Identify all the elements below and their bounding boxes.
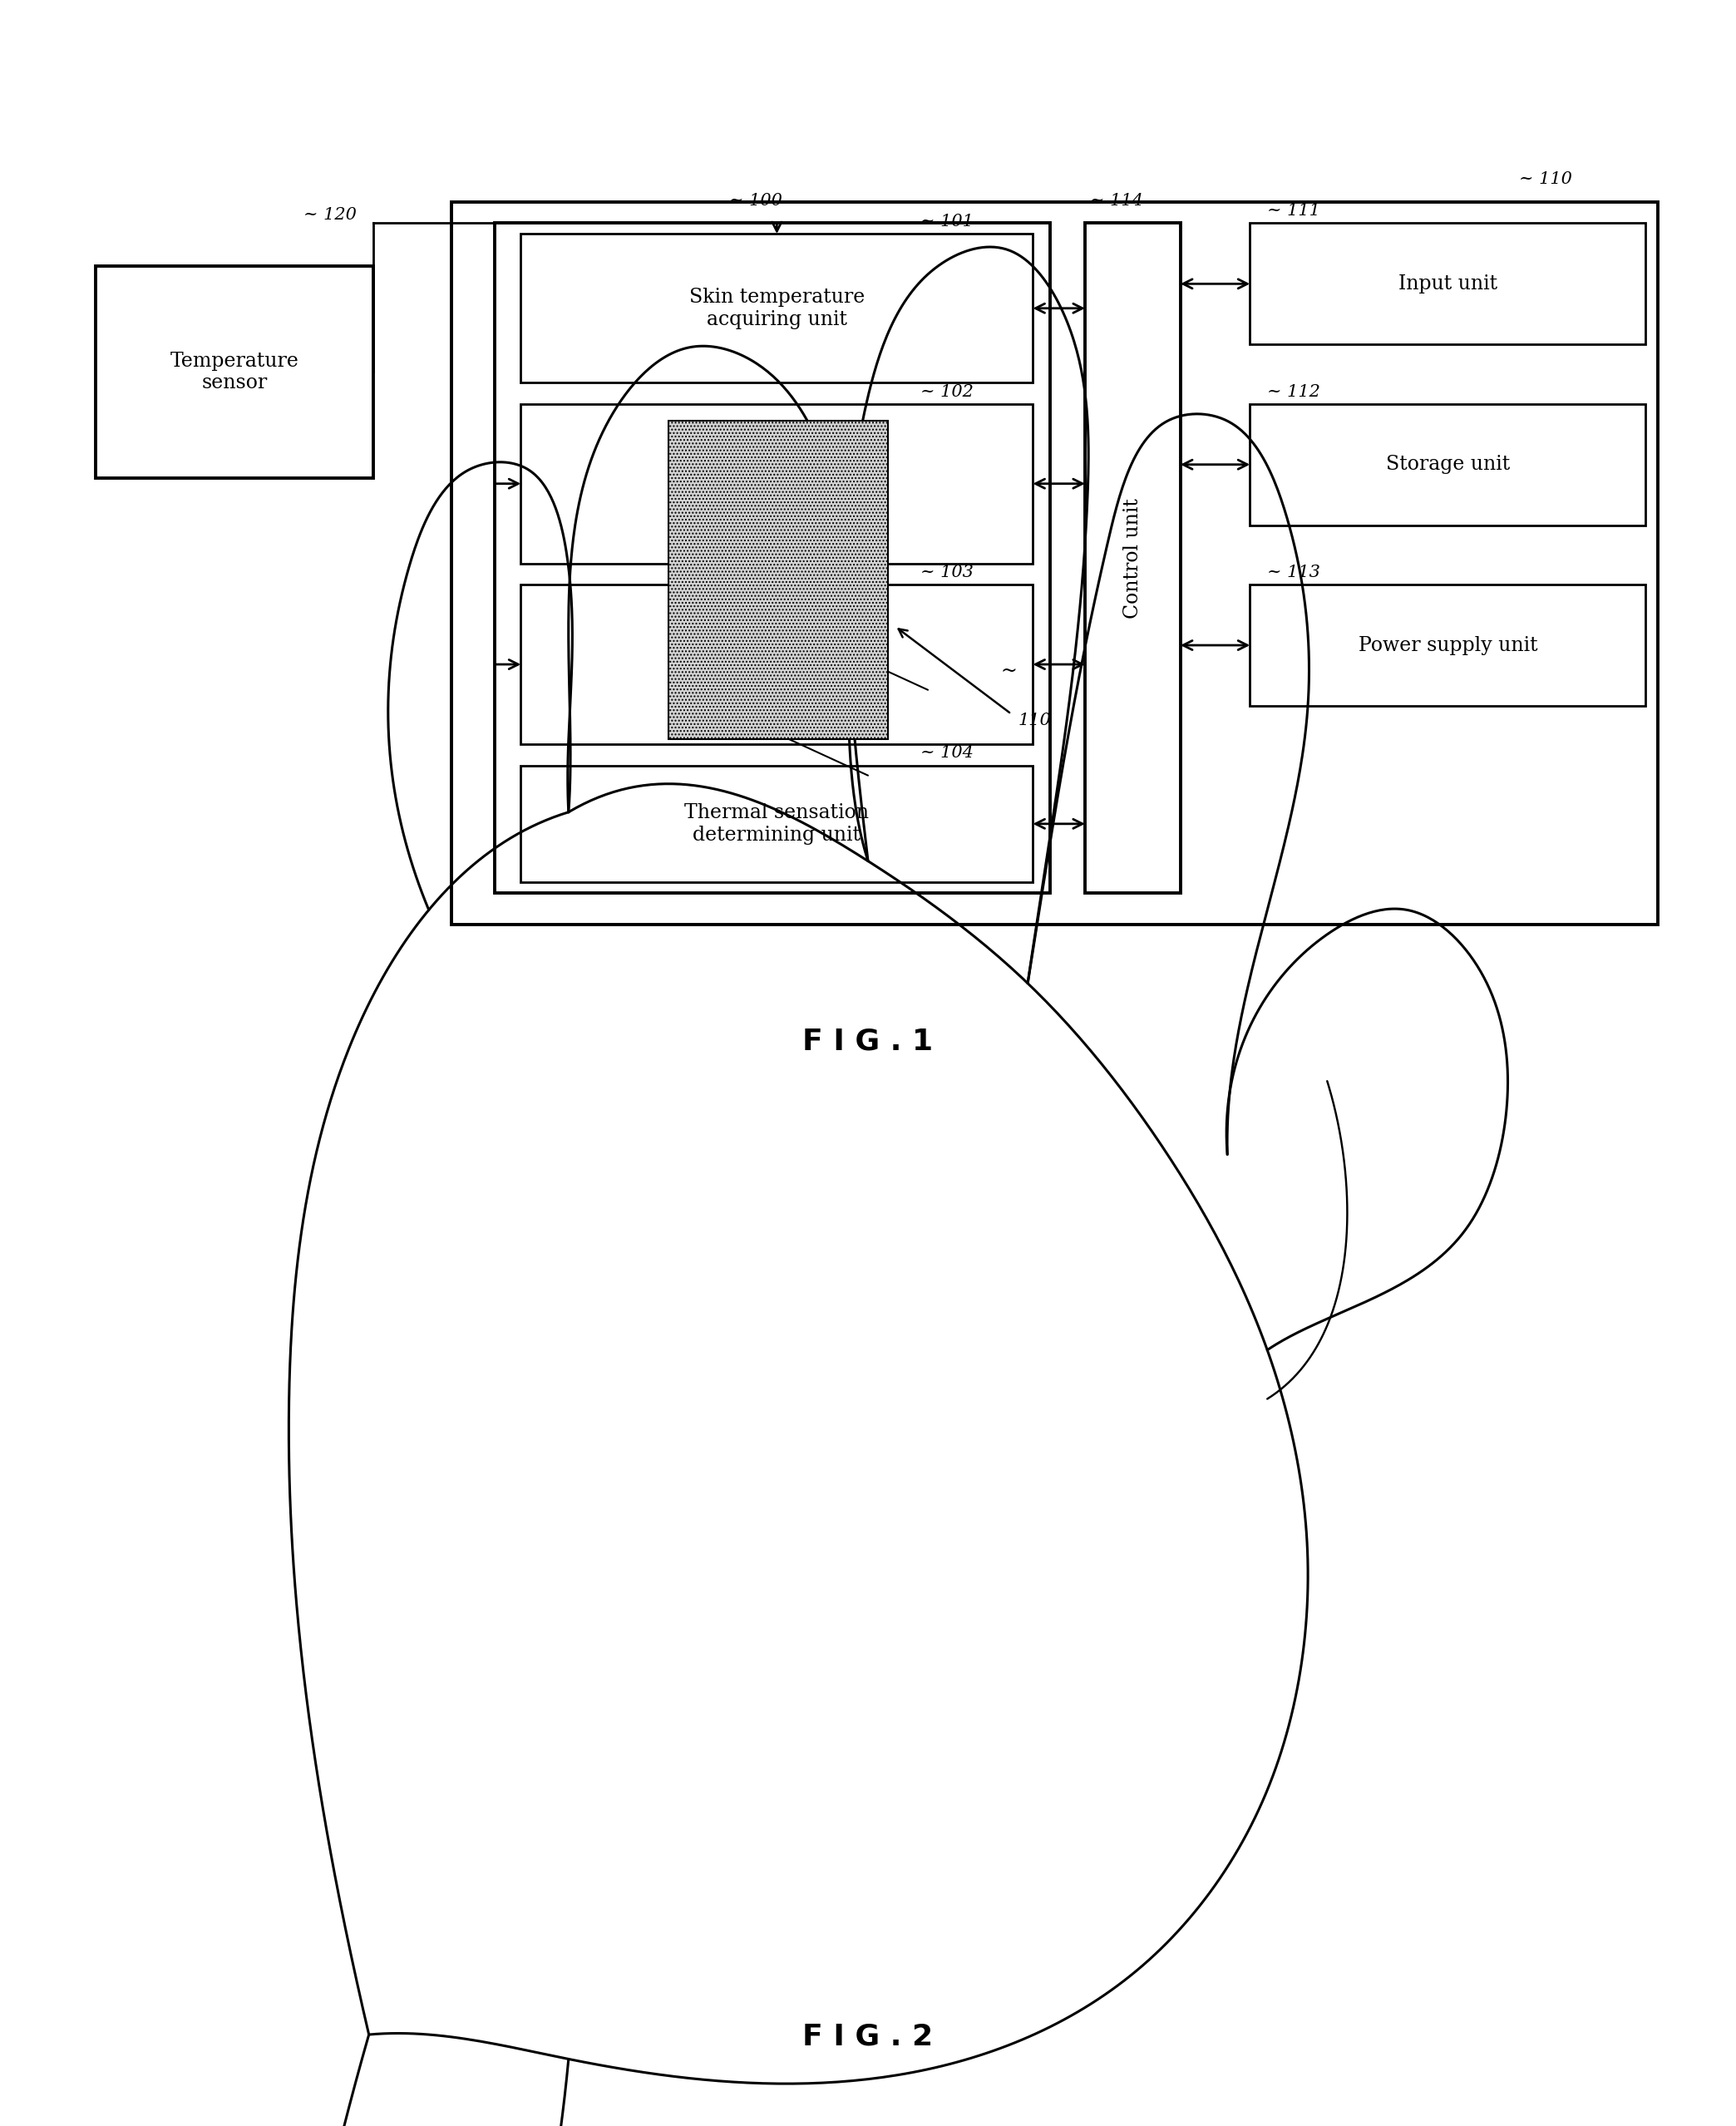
Text: Thermal sensation
determining unit: Thermal sensation determining unit: [684, 804, 870, 844]
Bar: [1250, 223, 1646, 344]
Text: ~: ~: [1000, 661, 1017, 680]
Bar: [495, 223, 1050, 893]
Text: Skin temperature
acquiring unit: Skin temperature acquiring unit: [689, 287, 865, 330]
Text: ~ 110: ~ 110: [1519, 172, 1573, 187]
Text: 110: 110: [1019, 712, 1052, 729]
Bar: [1250, 404, 1646, 525]
Text: ~ 104: ~ 104: [920, 746, 974, 761]
Bar: [668, 421, 889, 740]
Bar: [1085, 223, 1180, 893]
Text: ~ 114: ~ 114: [1090, 193, 1144, 208]
Bar: [1250, 585, 1646, 706]
Text: Input unit: Input unit: [1397, 274, 1498, 293]
Text: Power supply unit: Power supply unit: [1358, 636, 1538, 655]
Text: ~ 111: ~ 111: [1267, 204, 1321, 219]
Text: ~ 101: ~ 101: [920, 215, 974, 230]
Text: F I G . 2: F I G . 2: [802, 2022, 934, 2052]
Text: Gradient
detecting unit: Gradient detecting unit: [707, 644, 847, 685]
Bar: [521, 404, 1033, 563]
Bar: [521, 234, 1033, 383]
Bar: [95, 266, 373, 478]
Text: ~ 103: ~ 103: [920, 566, 974, 580]
Bar: [521, 585, 1033, 744]
Text: Storage unit: Storage unit: [1385, 455, 1510, 474]
Text: Control unit: Control unit: [1123, 497, 1142, 619]
Text: ~ 100: ~ 100: [729, 193, 783, 208]
Text: ~ 102: ~ 102: [920, 385, 974, 400]
Bar: [451, 202, 1658, 925]
Text: ~ 113: ~ 113: [1267, 566, 1321, 580]
Text: Variation state
determining unit: Variation state determining unit: [693, 463, 861, 504]
Text: Temperature
sensor: Temperature sensor: [170, 351, 299, 393]
Text: ~ 120: ~ 120: [304, 208, 358, 223]
Text: F I G . 1: F I G . 1: [802, 1027, 934, 1057]
Text: ~ 112: ~ 112: [1267, 385, 1321, 400]
Bar: [521, 765, 1033, 882]
